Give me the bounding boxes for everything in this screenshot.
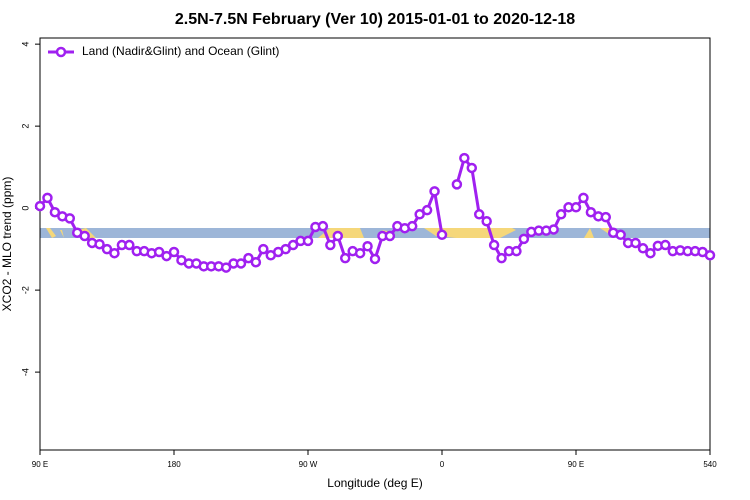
data-point: [332, 230, 344, 242]
data-point: [354, 247, 366, 259]
data-point: [34, 200, 46, 212]
data-point: [585, 206, 597, 218]
data-point: [161, 250, 172, 262]
data-point: [421, 204, 433, 216]
data-point: [42, 192, 53, 204]
x-axis-label: Longitude (deg E): [327, 476, 422, 490]
x-tick-label: 180: [167, 460, 181, 469]
data-point: [466, 162, 478, 174]
data-point: [570, 202, 582, 213]
data-point: [555, 209, 567, 220]
data-point: [518, 233, 530, 245]
land-patch: [584, 228, 616, 238]
data-point: [317, 220, 329, 232]
data-point: [168, 246, 180, 258]
ocean-band: [40, 228, 710, 238]
data-point: [64, 213, 76, 224]
data-point: [79, 230, 90, 242]
data-point: [153, 246, 165, 258]
data-point: [436, 229, 448, 241]
data-point: [280, 243, 291, 255]
data-point: [429, 186, 440, 197]
x-tick-label: 540: [703, 460, 717, 469]
data-point: [101, 243, 113, 255]
data-point: [578, 192, 589, 204]
data-point: [704, 250, 716, 261]
data-point: [548, 224, 559, 235]
y-axis-label: XCO2 - MLO trend (ppm): [0, 177, 14, 312]
y-tick-label: -4: [20, 368, 30, 376]
y-tick-label: 2: [20, 124, 30, 129]
plot-frame: [39, 37, 711, 451]
y-tick-label: 4: [20, 42, 30, 47]
land-patch: [46, 228, 96, 238]
data-point: [124, 239, 135, 251]
data-point: [339, 252, 351, 264]
data-point: [481, 215, 492, 227]
data-point: [49, 206, 61, 218]
x-tick-label: 0: [440, 460, 445, 469]
legend-marker: [55, 46, 67, 58]
data-point: [645, 247, 656, 259]
map-strip: [40, 228, 710, 238]
x-tick-label: 90 W: [299, 460, 318, 469]
y-tick-label: 0: [20, 206, 30, 211]
data-point: [406, 220, 418, 232]
data-point: [615, 229, 626, 241]
chart-title: 2.5N-7.5N February (Ver 10) 2015-01-01 t…: [175, 11, 575, 28]
data-point: [384, 230, 396, 242]
data-point: [496, 252, 507, 264]
data-point: [94, 238, 105, 250]
data-point: [220, 262, 232, 273]
x-tick-label: 90 E: [32, 460, 48, 469]
data-point: [451, 179, 463, 190]
data-point: [369, 253, 381, 265]
legend-label: Land (Nadir&Glint) and Ocean (Glint): [82, 44, 279, 58]
data-point: [302, 235, 314, 247]
data-point: [488, 239, 500, 251]
data-point: [109, 247, 120, 259]
data-point: [630, 237, 641, 249]
data-point: [287, 239, 299, 251]
y-tick-label: -2: [20, 286, 30, 294]
data-point: [235, 258, 247, 269]
data-point: [243, 252, 254, 264]
data-point: [473, 209, 485, 220]
data-point: [459, 152, 470, 164]
data-point: [660, 239, 671, 251]
data-point: [414, 209, 425, 220]
data-point: [250, 256, 262, 268]
data-point: [258, 243, 269, 255]
data-point: [325, 239, 336, 251]
data-point: [511, 245, 522, 257]
data-point: [637, 243, 649, 254]
data-point: [362, 241, 373, 252]
x-tick-label: 90 E: [568, 460, 584, 469]
data-point: [600, 211, 612, 223]
